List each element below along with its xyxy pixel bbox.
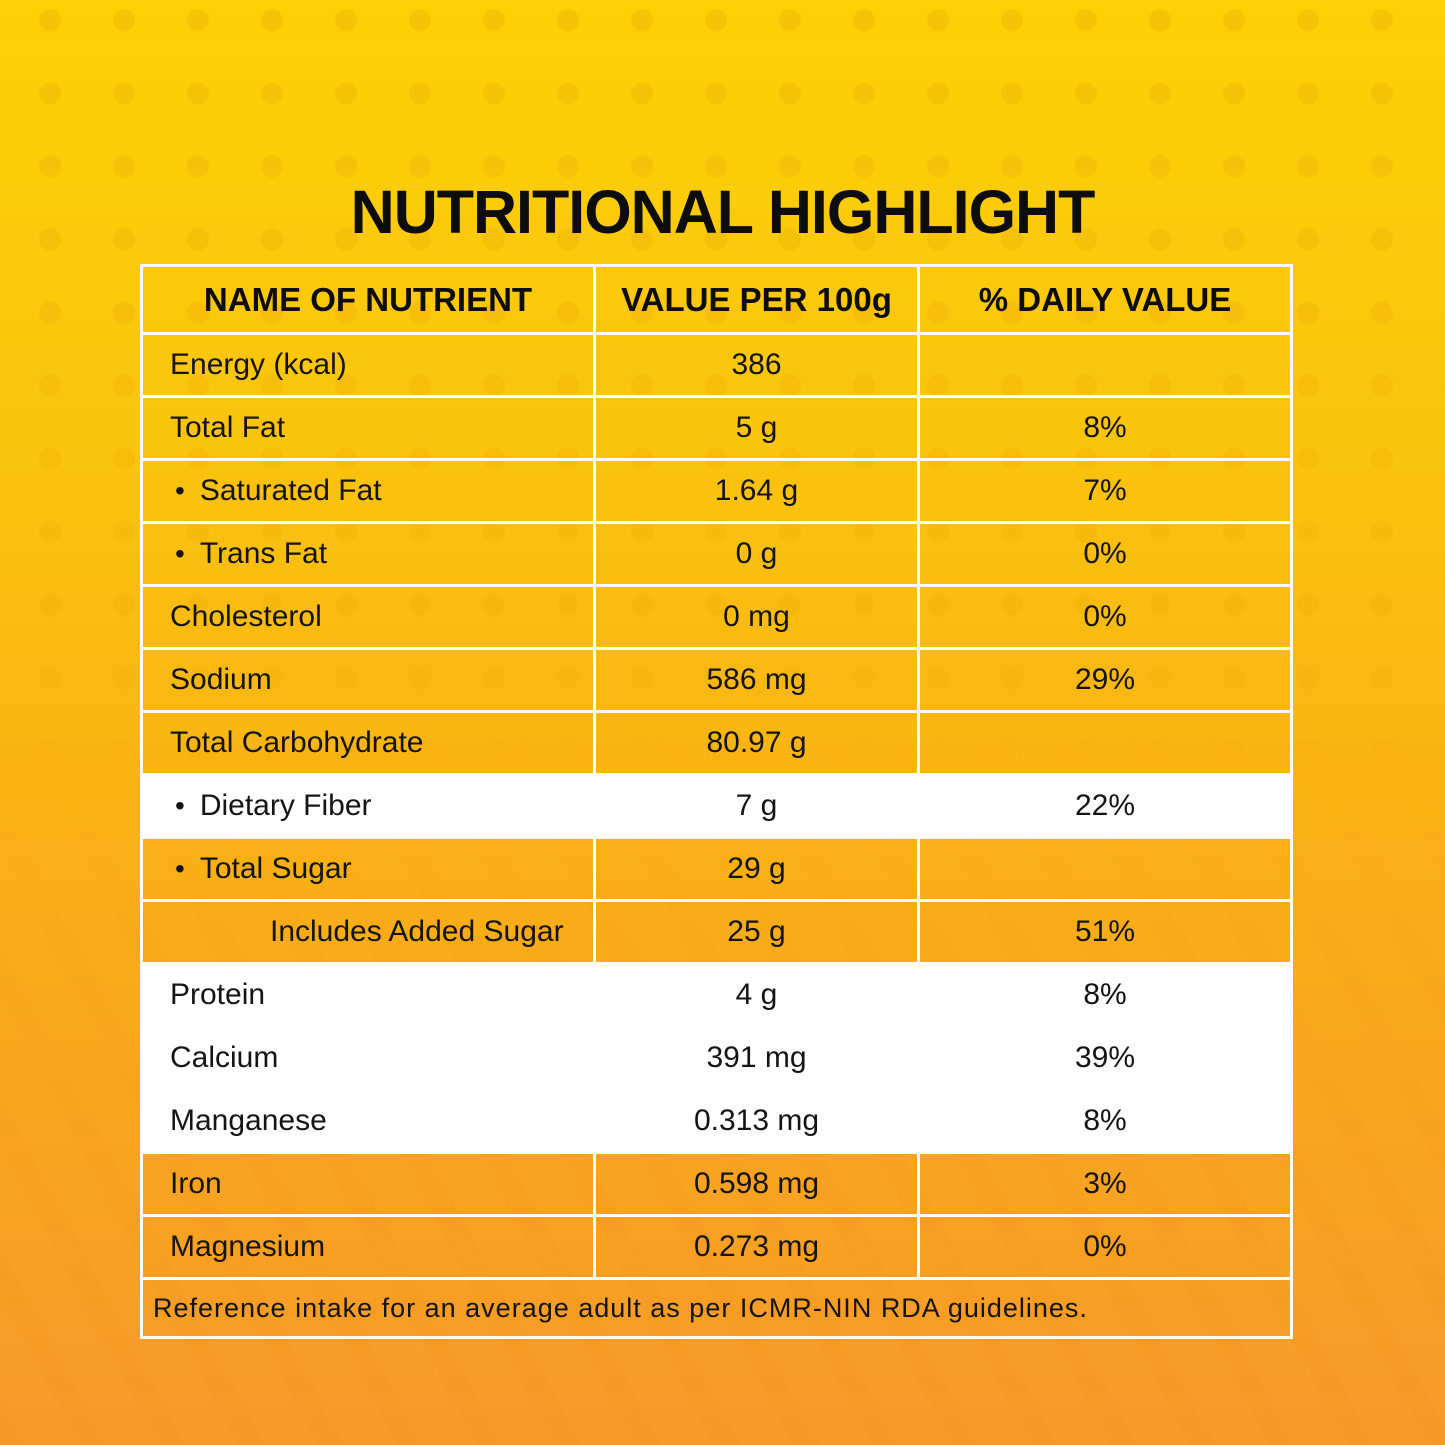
table-row: Magnesium 0.273 mg 0% [140, 1214, 1293, 1280]
bullet-icon: • [175, 475, 185, 506]
nutrient-value-cell: 25 g [593, 899, 920, 965]
bullet-icon: • [175, 538, 185, 569]
nutrient-name: Includes Added Sugar [270, 915, 564, 948]
nutrient-value-cell: 7 g [593, 773, 920, 839]
nutrient-value-cell: 586 mg [593, 647, 920, 713]
daily-value-cell: 7% [917, 458, 1293, 524]
nutrient-name-cell: • Trans Fat [140, 521, 596, 587]
bullet-icon: • [175, 790, 185, 821]
nutrient-name-cell: • Total Sugar [140, 836, 596, 902]
table-row: • Saturated Fat 1.64 g 7% [140, 458, 1293, 524]
nutrient-name: Sodium [170, 663, 272, 696]
nutrient-name: Protein [170, 978, 266, 1011]
nutrient-value-cell: 386 [593, 332, 920, 398]
daily-value-cell [917, 836, 1293, 902]
daily-value-cell: 29% [917, 647, 1293, 713]
nutrient-name-cell: Total Carbohydrate [140, 710, 596, 776]
table-footer: Reference intake for an average adult as… [140, 1277, 1293, 1339]
footnote-row: Reference intake for an average adult as… [140, 1277, 1293, 1339]
nutrient-name-cell: Magnesium [140, 1214, 596, 1280]
header-value-per-100g: VALUE PER 100g [593, 264, 920, 335]
daily-value-cell: 0% [917, 1214, 1293, 1280]
table-body: Energy (kcal) 386 Total Fat 5 g 8% • Satu… [140, 332, 1293, 1280]
nutrient-value-cell: 0 mg [593, 584, 920, 650]
table-row: Cholesterol 0 mg 0% [140, 584, 1293, 650]
daily-value-cell: 51% [917, 899, 1293, 965]
nutrient-value-cell: 5 g [593, 395, 920, 461]
nutrient-name-cell: Energy (kcal) [140, 332, 596, 398]
daily-value-cell: 39% [917, 1025, 1293, 1091]
nutrient-name: Calcium [170, 1041, 279, 1074]
nutrient-name: Manganese [170, 1104, 327, 1137]
nutrient-name-cell: Protein [140, 962, 596, 1028]
table-row: • Trans Fat 0 g 0% [140, 521, 1293, 587]
nutrient-name-cell: Iron [140, 1151, 596, 1217]
nutrient-value-cell: 0 g [593, 521, 920, 587]
nutrient-name: Energy (kcal) [170, 348, 347, 381]
table-row: Iron 0.598 mg 3% [140, 1151, 1293, 1217]
daily-value-cell: 8% [917, 395, 1293, 461]
nutrient-value-cell: 0.598 mg [593, 1151, 920, 1217]
nutrient-name: Cholesterol [170, 600, 322, 633]
daily-value-cell: 22% [917, 773, 1293, 839]
nutrient-name: Magnesium [170, 1230, 326, 1263]
table-row: • Dietary Fiber 7 g 22% [140, 773, 1293, 839]
daily-value-cell: 3% [917, 1151, 1293, 1217]
daily-value-cell: 8% [917, 962, 1293, 1028]
page-title: NUTRITIONAL HIGHLIGHT [350, 177, 1096, 246]
daily-value-cell: 8% [917, 1088, 1293, 1154]
table-row: Includes Added Sugar 25 g 51% [140, 899, 1293, 965]
footnote-text: Reference intake for an average adult as… [140, 1277, 1293, 1339]
nutrient-value-cell: 1.64 g [593, 458, 920, 524]
nutrient-name-cell: • Dietary Fiber [140, 773, 596, 839]
nutrient-name-cell: Manganese [140, 1088, 596, 1154]
nutrient-name: Total Sugar [199, 852, 352, 885]
nutrient-value-cell: 0.273 mg [593, 1214, 920, 1280]
daily-value-cell: 0% [917, 584, 1293, 650]
table-header: NAME OF NUTRIENT VALUE PER 100g % DAILY … [140, 264, 1293, 335]
table-row: Total Fat 5 g 8% [140, 395, 1293, 461]
table-row: Energy (kcal) 386 [140, 332, 1293, 398]
nutrient-name: Trans Fat [199, 537, 328, 570]
header-name-of-nutrient: NAME OF NUTRIENT [140, 264, 596, 335]
bullet-icon: • [175, 853, 185, 884]
table-row: Calcium 391 mg 39% [140, 1025, 1293, 1091]
nutrient-name-cell: Total Fat [140, 395, 596, 461]
table-row: Protein 4 g 8% [140, 962, 1293, 1028]
nutrient-name: Saturated Fat [199, 474, 382, 507]
nutrient-name: Iron [170, 1167, 222, 1200]
nutrient-name-cell: • Saturated Fat [140, 458, 596, 524]
nutrient-value-cell: 4 g [593, 962, 920, 1028]
table-row: • Total Sugar 29 g [140, 836, 1293, 902]
daily-value-cell [917, 710, 1293, 776]
nutrient-value-cell: 80.97 g [593, 710, 920, 776]
nutrient-name: Total Carbohydrate [170, 726, 424, 759]
nutrition-table: NAME OF NUTRIENT VALUE PER 100g % DAILY … [140, 264, 1293, 1339]
nutrient-name-cell: Sodium [140, 647, 596, 713]
nutrient-name-cell: Includes Added Sugar [140, 899, 596, 965]
nutrient-name-cell: Calcium [140, 1025, 596, 1091]
nutrient-name: Dietary Fiber [199, 789, 372, 822]
header-percent-daily-value: % DAILY VALUE [917, 264, 1293, 335]
nutrient-value-cell: 391 mg [593, 1025, 920, 1091]
nutrient-name: Total Fat [170, 411, 286, 444]
table-row: Total Carbohydrate 80.97 g [140, 710, 1293, 776]
nutrient-value-cell: 0.313 mg [593, 1088, 920, 1154]
daily-value-cell: 0% [917, 521, 1293, 587]
nutrient-value-cell: 29 g [593, 836, 920, 902]
daily-value-cell [917, 332, 1293, 398]
table-row: Manganese 0.313 mg 8% [140, 1088, 1293, 1154]
table-row: Sodium 586 mg 29% [140, 647, 1293, 713]
nutrient-name-cell: Cholesterol [140, 584, 596, 650]
header-row: NAME OF NUTRIENT VALUE PER 100g % DAILY … [140, 264, 1293, 335]
